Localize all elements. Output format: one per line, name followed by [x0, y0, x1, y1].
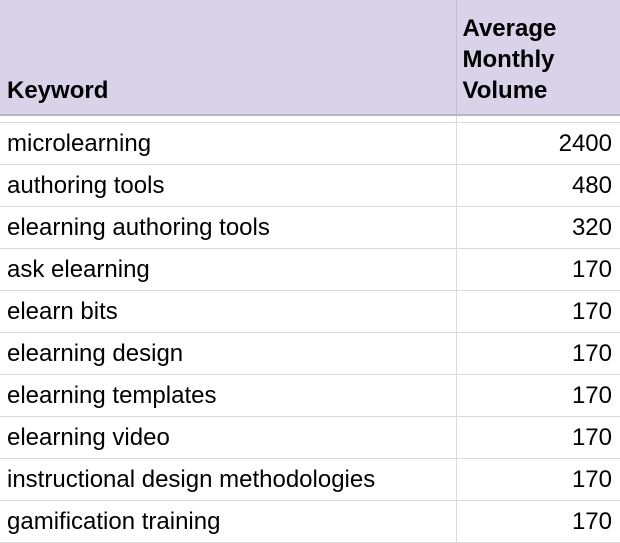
table-row: authoring tools 480	[0, 164, 620, 207]
table-row: elearning authoring tools 320	[0, 206, 620, 249]
volume-cell[interactable]: 170	[456, 290, 620, 333]
header-keyword-label: Keyword	[7, 77, 109, 104]
header-volume-line-1: Average	[462, 15, 557, 42]
keyword-cell[interactable]: elearning video	[0, 416, 457, 459]
volume-cell[interactable]: 320	[456, 206, 620, 249]
header-cell-volume[interactable]: Average Monthly Volume	[456, 0, 620, 116]
volume-cell[interactable]: 170	[456, 248, 620, 291]
keyword-cell[interactable]: elearning authoring tools	[0, 206, 457, 249]
empty-cell[interactable]	[0, 115, 457, 123]
table-row: elearning video 170	[0, 416, 620, 459]
keyword-cell[interactable]: elearning templates	[0, 374, 457, 417]
keyword-cell[interactable]: authoring tools	[0, 164, 457, 207]
volume-cell[interactable]: 480	[456, 164, 620, 207]
table-row: elearn bits 170	[0, 290, 620, 333]
volume-cell[interactable]: 170	[456, 500, 620, 543]
header-cell-keyword[interactable]: Keyword	[0, 0, 457, 116]
table-row: ask elearning 170	[0, 248, 620, 291]
table-row: instructional design methodologies 170	[0, 458, 620, 501]
empty-cell[interactable]	[456, 115, 620, 123]
volume-cell[interactable]: 170	[456, 374, 620, 417]
keyword-cell[interactable]: elearning design	[0, 332, 457, 375]
keyword-cell[interactable]: elearn bits	[0, 290, 457, 333]
volume-cell[interactable]: 170	[456, 416, 620, 459]
header-row: Keyword Average Monthly Volume	[0, 0, 620, 116]
table-row: gamification training 170	[0, 500, 620, 543]
keyword-cell[interactable]: microlearning	[0, 122, 457, 165]
table-row: elearning design 170	[0, 332, 620, 375]
volume-cell[interactable]: 170	[456, 458, 620, 501]
header-volume-line-3: Volume	[462, 77, 548, 104]
keyword-cell[interactable]: instructional design methodologies	[0, 458, 457, 501]
table-row: microlearning 2400	[0, 122, 620, 165]
table-row: elearning templates 170	[0, 374, 620, 417]
header-volume-line-2: Monthly	[462, 46, 555, 73]
keyword-cell[interactable]: ask elearning	[0, 248, 457, 291]
empty-row	[0, 115, 620, 123]
volume-cell[interactable]: 2400	[456, 122, 620, 165]
volume-cell[interactable]: 170	[456, 332, 620, 375]
keyword-cell[interactable]: gamification training	[0, 500, 457, 543]
